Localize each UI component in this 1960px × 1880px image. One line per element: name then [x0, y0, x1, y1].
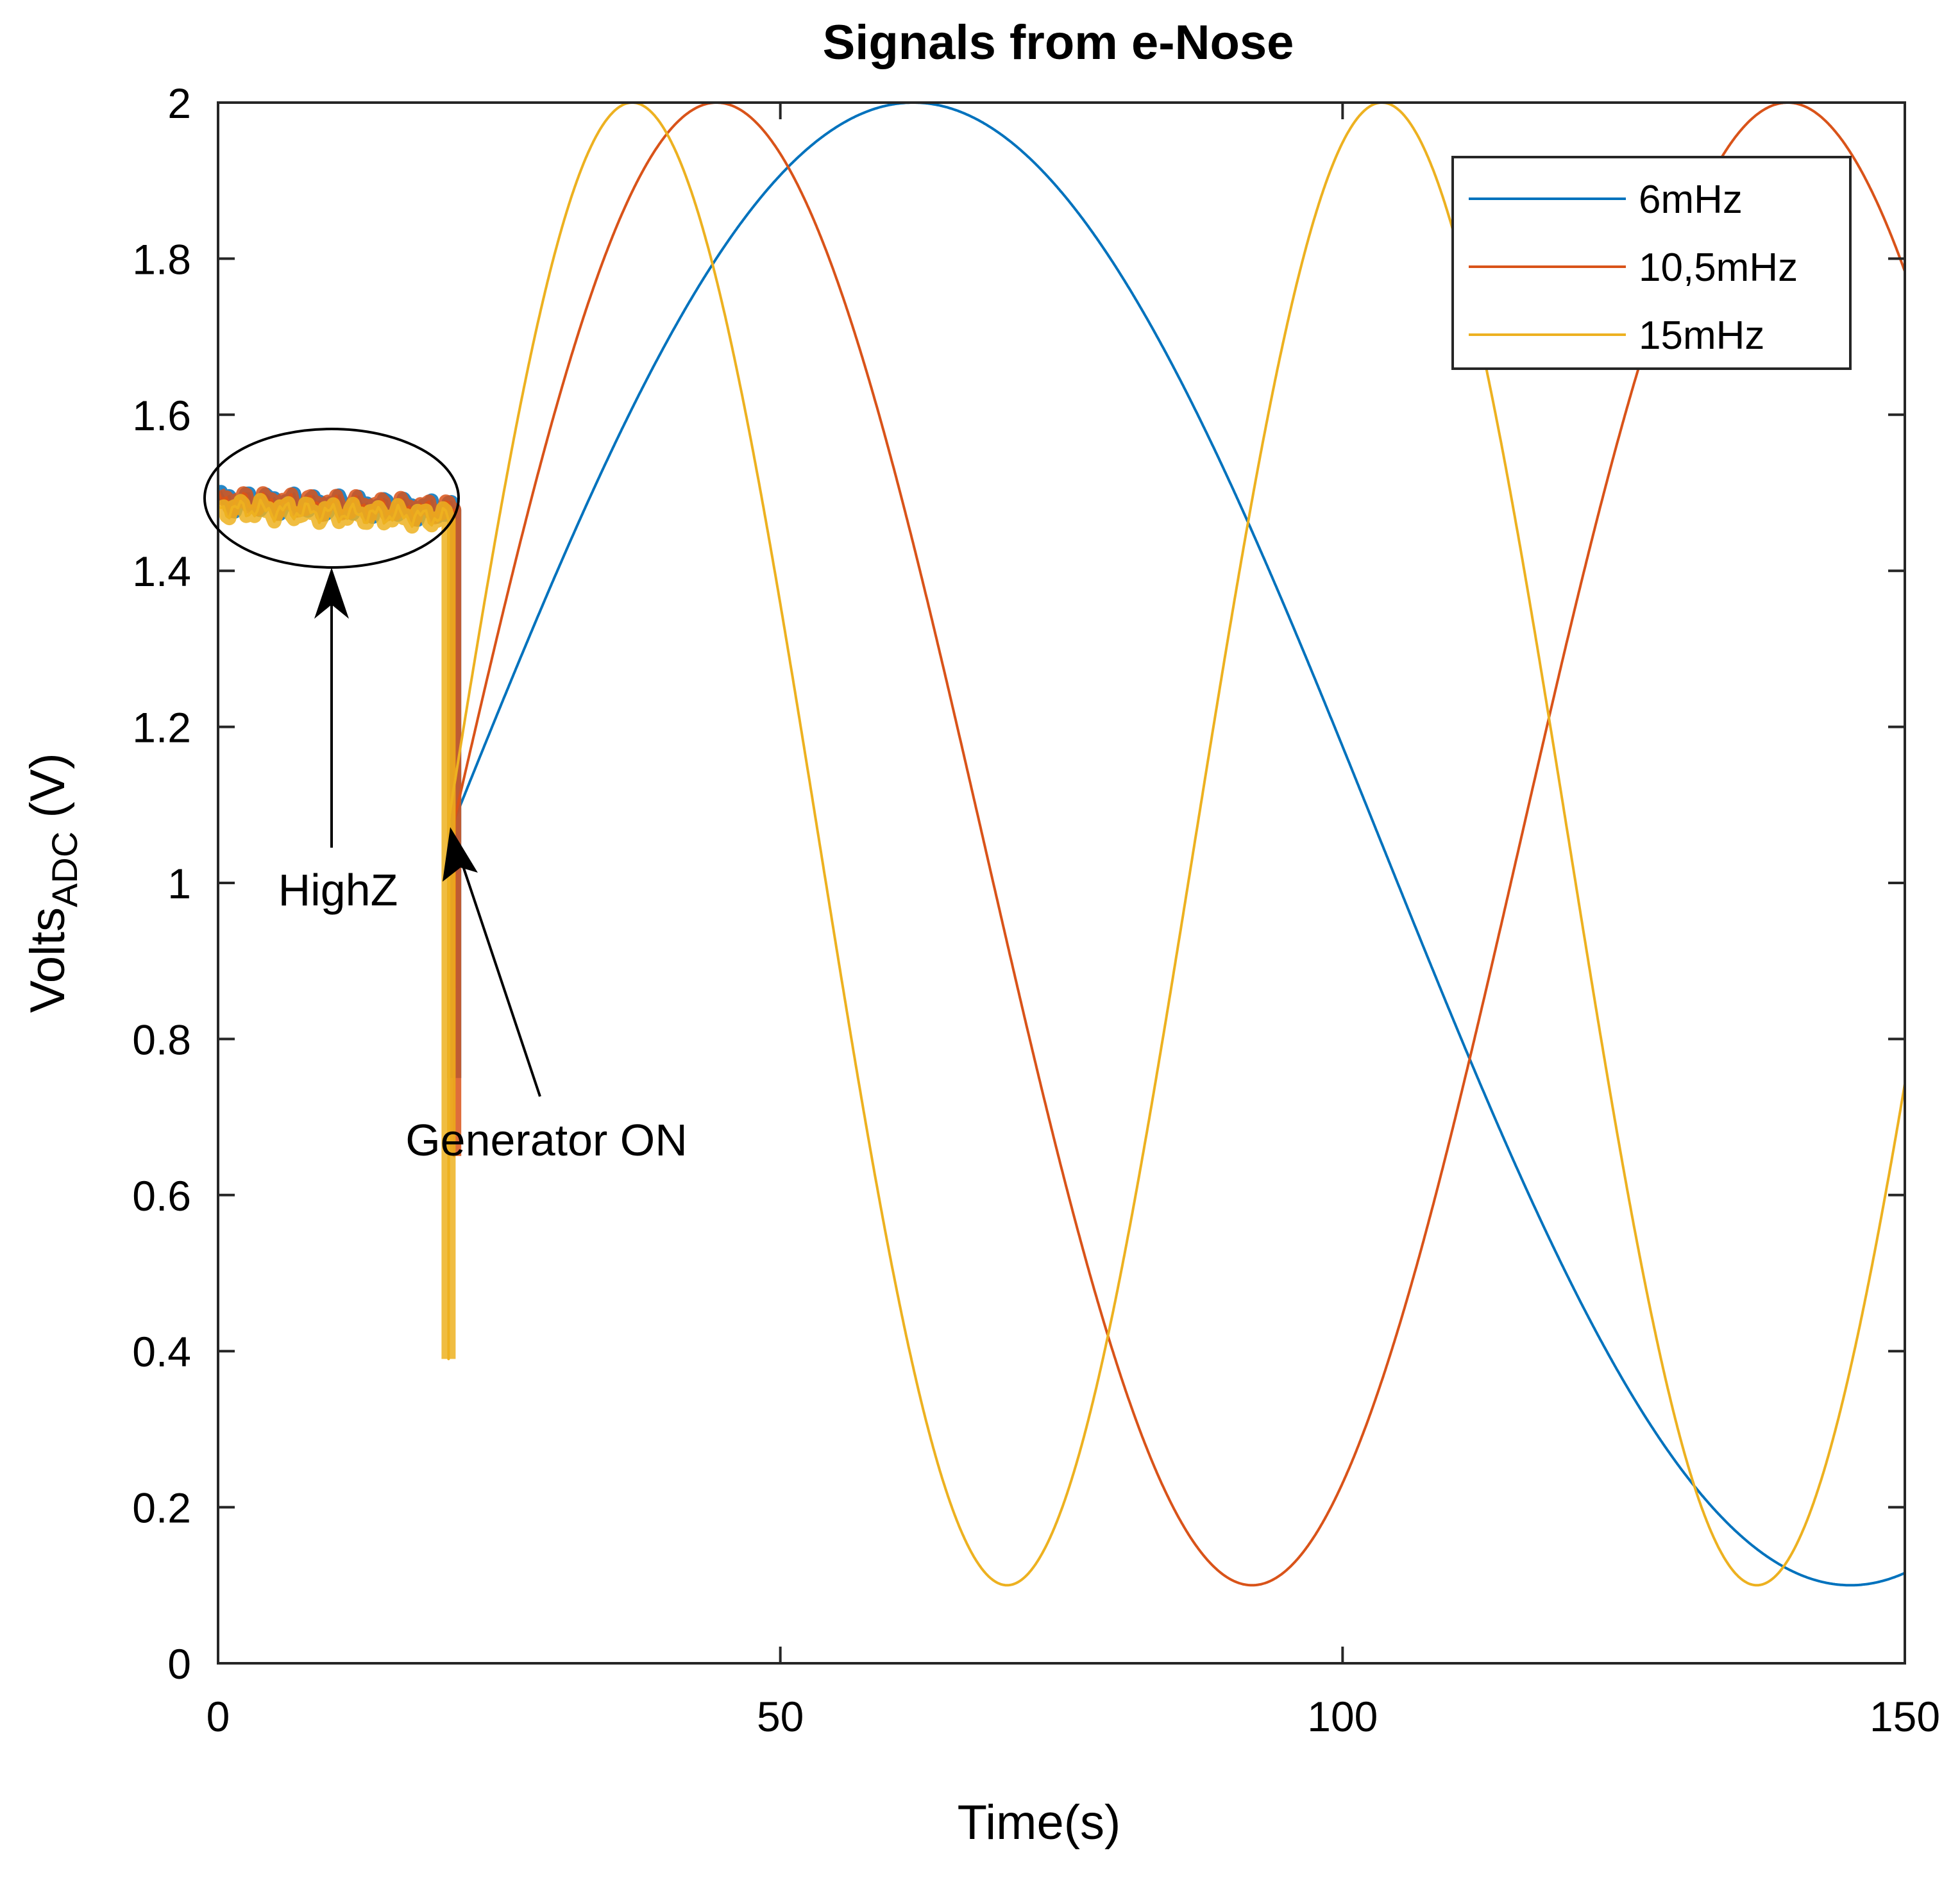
y-axis-label-main: Volts — [21, 907, 75, 1013]
series-line-0 — [218, 103, 1905, 1587]
y-tick-label-10: 2 — [167, 80, 191, 127]
annotation-layer: HighZ Generator ON — [203, 428, 688, 1165]
tick-layer: 0 50 100 150 0 0.2 0.4 0.6 0.8 1 1.2 1.4 1.6 1.8 2 — [132, 80, 1940, 1740]
y-tick-label-8: 1.6 — [132, 392, 191, 439]
y-tick-label-6: 1.2 — [132, 704, 191, 751]
y-tick-label-0: 0 — [167, 1640, 191, 1688]
legend-label-2: 15mHz — [1639, 314, 1764, 358]
y-tick-label-7: 1.4 — [132, 548, 191, 595]
highz-label: HighZ — [278, 865, 398, 915]
y-axis-label-unit: (V) — [21, 753, 75, 831]
highz-arrow-head — [314, 567, 349, 619]
x-axis-label: Time(s) — [958, 1795, 1121, 1850]
legend-label-1: 10,5mHz — [1639, 246, 1798, 290]
generator-arrow-line — [460, 860, 541, 1097]
series-layer — [218, 103, 1905, 1587]
x-tick-label-1: 50 — [757, 1693, 804, 1740]
y-axis-label: VoltsADC (V) — [21, 753, 85, 1012]
y-tick-label-5: 1 — [167, 860, 191, 907]
plot-area: 0 50 100 150 0 0.2 0.4 0.6 0.8 1 1.2 1.4 1.6 1.8 2 — [132, 80, 1940, 1740]
y-tick-label-2: 0.4 — [132, 1328, 191, 1375]
x-tick-label-3: 150 — [1870, 1693, 1940, 1740]
y-axis-label-subscript: ADC — [44, 832, 85, 907]
generator-label: Generator ON — [405, 1115, 688, 1165]
y-tick-label-4: 0.8 — [132, 1016, 191, 1063]
series-line-2 — [218, 103, 1905, 1587]
y-tick-label-1: 0.2 — [132, 1484, 191, 1532]
y-tick-label-3: 0.6 — [132, 1172, 191, 1220]
legend: 6mHz 10,5mHz 15mHz — [1451, 156, 1852, 370]
x-tick-label-2: 100 — [1307, 1693, 1378, 1740]
generator-arrow-head — [443, 827, 478, 882]
x-tick-label-0: 0 — [207, 1693, 230, 1740]
legend-label-0: 6mHz — [1639, 178, 1743, 222]
chart-title: Signals from e-Nose — [823, 15, 1294, 70]
y-tick-label-9: 1.8 — [132, 235, 191, 283]
series-highz-2 — [218, 492, 456, 1359]
